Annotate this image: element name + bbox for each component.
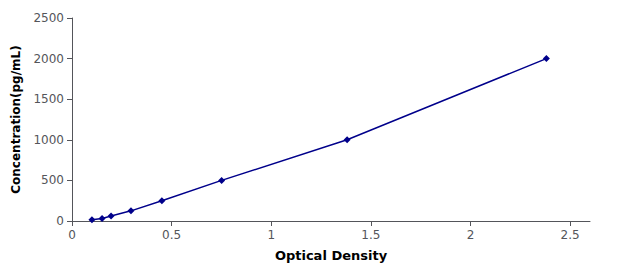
svg-text:2000: 2000 bbox=[33, 52, 64, 66]
svg-text:1000: 1000 bbox=[33, 133, 64, 147]
svg-text:Concentration(pg/mL): Concentration(pg/mL) bbox=[9, 45, 23, 193]
svg-text:0.5: 0.5 bbox=[162, 228, 181, 242]
svg-text:500: 500 bbox=[41, 173, 64, 187]
svg-text:0: 0 bbox=[68, 228, 76, 242]
svg-text:1: 1 bbox=[267, 228, 275, 242]
svg-text:2.5: 2.5 bbox=[561, 228, 580, 242]
svg-text:1500: 1500 bbox=[33, 92, 64, 106]
svg-text:Optical Density: Optical Density bbox=[275, 248, 388, 263]
svg-text:2500: 2500 bbox=[33, 11, 64, 25]
svg-text:2: 2 bbox=[467, 228, 475, 242]
svg-text:0: 0 bbox=[56, 214, 64, 228]
svg-text:1.5: 1.5 bbox=[361, 228, 380, 242]
